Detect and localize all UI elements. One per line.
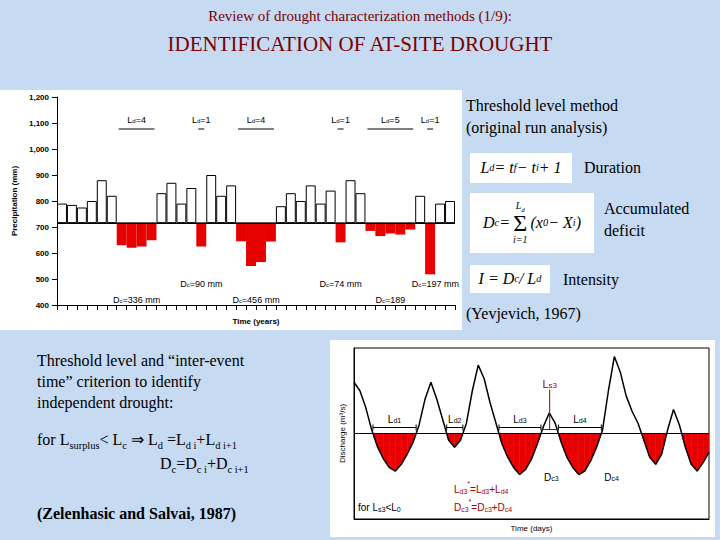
- html-text:Ld: Ld: [192, 114, 201, 125]
- svg-text:=456 mm: =456 mm: [242, 295, 280, 305]
- svg-text:L: L: [513, 413, 519, 425]
- svg-text:d3: d3: [519, 417, 527, 424]
- svg-text:=L: =L: [470, 484, 482, 495]
- svg-text:L: L: [573, 413, 579, 425]
- html-text:Ld: Ld: [381, 114, 390, 125]
- html-text:Dc: Dc: [375, 294, 385, 305]
- html-text:Dc: Dc: [113, 294, 123, 305]
- html-text:Σ: Σ: [513, 210, 528, 236]
- svg-text:=1: =1: [340, 115, 350, 125]
- svg-text:=4: =4: [255, 115, 265, 125]
- svg-text:d3: d3: [481, 488, 489, 495]
- svg-text:D: D: [412, 279, 419, 289]
- svg-text:0: 0: [397, 506, 401, 513]
- svg-text:500: 500: [36, 275, 50, 284]
- svg-text:=189: =189: [385, 295, 405, 305]
- svg-text:Time (years): Time (years): [233, 317, 280, 326]
- svg-text:1,200: 1,200: [29, 93, 50, 102]
- svg-text:800: 800: [36, 197, 50, 206]
- html-text:Ld: Ld: [420, 114, 430, 125]
- svg-text:c3: c3: [551, 475, 559, 482]
- svg-text:=74 mm: =74 mm: [329, 279, 362, 289]
- svg-text:700: 700: [36, 223, 50, 232]
- svg-text:+L: +L: [489, 484, 501, 495]
- svg-text:L: L: [454, 484, 460, 495]
- svg-text:L: L: [542, 378, 549, 390]
- svg-text:d4: d4: [579, 417, 587, 424]
- svg-text:=90 mm: =90 mm: [190, 279, 223, 289]
- svg-text:d2: d2: [454, 417, 462, 424]
- html-text:(x0− Xi): (x0− Xi): [530, 214, 581, 231]
- svg-text:s3: s3: [549, 381, 558, 390]
- svg-text:d4: d4: [501, 488, 509, 495]
- html-text:Dc: Dc: [232, 294, 242, 305]
- html-text:independent drought:: independent drought:: [37, 394, 174, 411]
- svg-text:<L: <L: [385, 502, 397, 513]
- svg-text:1,000: 1,000: [29, 145, 50, 154]
- html-text:Ld: Ld: [515, 200, 525, 213]
- svg-text:=1: =1: [429, 115, 439, 125]
- html-text:(Zelenhasic and Salvai, 1987): (Zelenhasic and Salvai, 1987): [37, 505, 237, 522]
- html-text:Review of drought characteriza: Review of drought characterization metho…: [208, 8, 512, 24]
- svg-text:600: 600: [36, 249, 50, 258]
- html-text:Accumulated: Accumulated: [604, 200, 690, 217]
- html-text:Threshold level method: Threshold level method: [466, 97, 618, 114]
- html-text:Threshold level and “inter-eve: Threshold level and “inter-event: [37, 352, 245, 369]
- html-text:time” criterion to identify: time” criterion to identify: [37, 373, 201, 390]
- svg-text:for L: for L: [358, 502, 378, 513]
- html-text:(Yevjevich, 1967): (Yevjevich, 1967): [466, 305, 581, 322]
- svg-text:s3: s3: [378, 506, 386, 513]
- svg-text:=4: =4: [136, 115, 146, 125]
- html-text:Dc=: Dc=: [483, 214, 510, 231]
- svg-text:=197 mm: =197 mm: [421, 279, 459, 289]
- svg-text:D: D: [454, 502, 461, 513]
- svg-text:1,100: 1,100: [29, 119, 50, 128]
- svg-text:Time (days): Time (days): [511, 524, 553, 533]
- html-text:Dc: Dc: [319, 278, 329, 289]
- svg-text:400: 400: [36, 301, 50, 310]
- html-text:IDENTIFICATION OF AT-SITE DROU: IDENTIFICATION OF AT-SITE DROUGHT: [167, 32, 553, 56]
- svg-text:d3: d3: [460, 488, 468, 495]
- html-text:Duration: Duration: [584, 159, 641, 176]
- html-text:Ld= tf− ti+ 1: Ld= tf− ti+ 1: [480, 159, 562, 176]
- svg-text:L: L: [387, 413, 394, 425]
- html-text:Intensity: Intensity: [563, 271, 619, 288]
- svg-text:Precipitation (mm): Precipitation (mm): [10, 166, 19, 237]
- svg-text:c4: c4: [505, 506, 513, 513]
- html-text:Ld: Ld: [331, 114, 340, 125]
- html-text:Ld: Ld: [246, 114, 255, 125]
- html-text:Ld: Ld: [127, 114, 136, 125]
- html-text:Dc=Dc i+Dc i+1: Dc=Dc i+Dc i+1: [160, 455, 249, 476]
- svg-text:Discharge (m³/s): Discharge (m³/s): [338, 404, 347, 463]
- svg-text:=1: =1: [200, 115, 210, 125]
- svg-text:L: L: [448, 413, 454, 425]
- svg-text:c: c: [418, 282, 421, 288]
- svg-text:D: D: [604, 472, 611, 483]
- html-text:I = Dc/ Ld: I = Dc/ Ld: [478, 270, 542, 287]
- html-text:(original run analysis): (original run analysis): [466, 119, 608, 136]
- html-text:i=1: i=1: [513, 234, 528, 245]
- svg-text:=336 mm: =336 mm: [122, 295, 160, 305]
- svg-text:d1: d1: [393, 417, 401, 424]
- svg-text:900: 900: [36, 171, 50, 180]
- html-text:Dc: Dc: [180, 278, 190, 289]
- html-text:deficit: deficit: [604, 222, 645, 239]
- svg-text:=D: =D: [471, 502, 484, 513]
- svg-text:c3: c3: [461, 506, 469, 513]
- html-text:for Lsurplus< Lc⇒ Ld=Ld i+Ld i: for Lsurplus< Lc⇒ Ld=Ld i+Ld i+1: [37, 431, 237, 452]
- svg-text:c4: c4: [612, 475, 620, 482]
- svg-text:c3: c3: [484, 506, 492, 513]
- svg-text:D: D: [544, 472, 551, 483]
- svg-text:=5: =5: [389, 115, 399, 125]
- svg-text:+D: +D: [492, 502, 505, 513]
